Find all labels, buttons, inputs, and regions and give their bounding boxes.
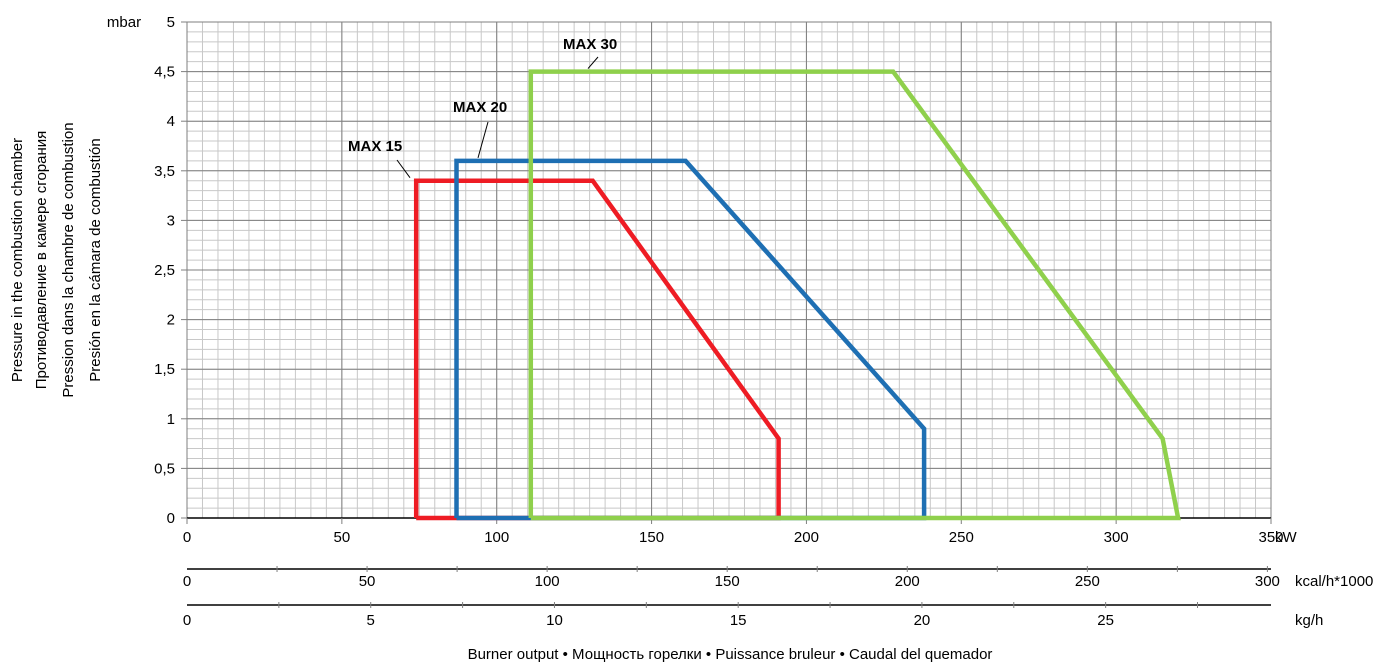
series-label-leader — [587, 56, 599, 69]
x-tick-label-kg: 25 — [1097, 612, 1114, 629]
y-tick-label: 3 — [167, 212, 175, 229]
x-tick-label-kcal: 0 — [183, 573, 191, 590]
series-label-leader — [396, 159, 411, 179]
series-label: MAX 20 — [453, 99, 507, 116]
x-tick-label-kcal: 250 — [1075, 573, 1100, 590]
x-unit-kg: kg/h — [1295, 612, 1323, 629]
x-tick-label-kcal: 300 — [1255, 573, 1280, 590]
series-label-leader — [477, 121, 489, 159]
y-tick-label: 4 — [167, 113, 175, 130]
y-tick-label: 0,5 — [154, 460, 175, 477]
series-lines — [413, 69, 1181, 521]
x-tick-label-kg: 5 — [367, 612, 375, 629]
x-tick-label-kcal: 150 — [715, 573, 740, 590]
y-tick-label: 1,5 — [154, 361, 175, 378]
x-tick-label-kcal: 50 — [359, 573, 376, 590]
x-tick-label-kcal: 200 — [895, 573, 920, 590]
series-label: MAX 30 — [563, 36, 617, 53]
y-unit-label: mbar — [107, 14, 141, 31]
x-tick-label-kw: 300 — [1104, 529, 1129, 546]
x-tick-label-kw: 350 — [1258, 529, 1283, 546]
x-tick-label-kw: 200 — [794, 529, 819, 546]
x-tick-label-kw: 0 — [183, 529, 191, 546]
x-tick-label-kw: 250 — [949, 529, 974, 546]
y-axis-title-line: Pression dans la chambre de combustion — [60, 122, 77, 397]
x-tick-label-kg: 20 — [914, 612, 931, 629]
series-line-max-30 — [528, 69, 1181, 521]
y-axis-title-line: Presión en la cámara de combustión — [87, 138, 104, 381]
y-tick-label: 2 — [167, 312, 175, 329]
x-tick-label-kw: 50 — [334, 529, 351, 546]
y-axis-title-line: Pressure in the combustion chamber — [9, 138, 26, 382]
y-tick-label: 5 — [167, 14, 175, 31]
x-tick-label-kw: 100 — [484, 529, 509, 546]
y-tick-label: 3,5 — [154, 163, 175, 180]
x-tick-label-kw: 150 — [639, 529, 664, 546]
y-tick-label: 0 — [167, 510, 175, 527]
x-axis-title: Burner output • Мощность горелки • Puiss… — [468, 646, 993, 663]
x-unit-kcal: kcal/h*1000 — [1295, 573, 1373, 590]
y-tick-label: 4,5 — [154, 64, 175, 81]
y-tick-label: 2,5 — [154, 262, 175, 279]
x-tick-label-kg: 15 — [730, 612, 747, 629]
x-tick-label-kg: 10 — [546, 612, 563, 629]
x-unit-kw: kW — [1275, 529, 1298, 546]
y-axis-title-line: Противодавление в камере сгорания — [33, 131, 50, 390]
series-label: MAX 15 — [348, 138, 402, 155]
x-tick-label-kg: 0 — [183, 612, 191, 629]
y-tick-label: 1 — [167, 411, 175, 428]
x-tick-label-kcal: 100 — [535, 573, 560, 590]
